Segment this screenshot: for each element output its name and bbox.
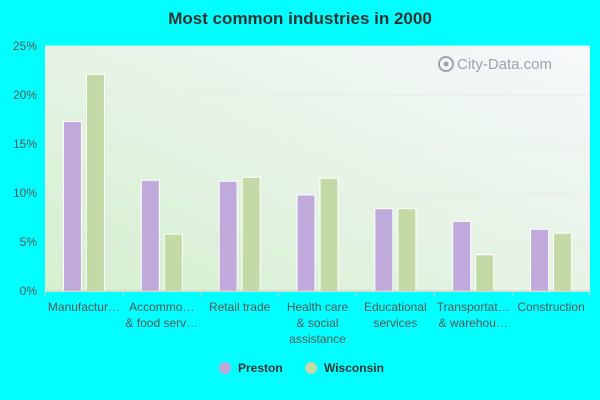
- gridlines: [45, 45, 590, 243]
- bar-preston-5[interactable]: [452, 220, 472, 292]
- bar-wisconsin-1[interactable]: [163, 233, 183, 292]
- x-category-label: Accommo…: [129, 300, 194, 314]
- bar-preston-6[interactable]: [530, 228, 550, 292]
- x-category-label: assistance: [289, 332, 346, 346]
- watermark-text: City-Data.com: [457, 56, 552, 73]
- y-tick-label: 5%: [20, 235, 38, 249]
- plot-area: [45, 46, 590, 292]
- bar-preston-3[interactable]: [296, 194, 316, 292]
- watermark: City-Data.com: [438, 56, 552, 73]
- bar-wisconsin-2[interactable]: [241, 176, 261, 292]
- y-tick-label: 10%: [13, 186, 37, 200]
- x-category-label: services: [373, 316, 417, 330]
- y-tick-label: 15%: [13, 137, 37, 151]
- watermark-logo-dot: [443, 61, 449, 67]
- y-tick-label: 0%: [20, 284, 38, 298]
- bar-preston-0[interactable]: [62, 120, 82, 292]
- x-category-label: Educational: [364, 300, 427, 314]
- watermark-logo-icon: [438, 56, 454, 72]
- chart-title: Most common industries in 2000: [168, 9, 432, 28]
- legend-swatch-wisconsin: [305, 362, 317, 374]
- bar-wisconsin-5[interactable]: [475, 254, 495, 292]
- bar-wisconsin-6[interactable]: [553, 232, 573, 292]
- x-category-label: Transportat…: [437, 300, 510, 314]
- y-axis-ticks: 0% 5% 10% 15% 20% 25%: [13, 39, 37, 298]
- x-category-label: & social: [296, 316, 338, 330]
- legend-label-wisconsin: Wisconsin: [324, 361, 384, 375]
- x-category-label: Manufactur…: [48, 300, 120, 314]
- bar-wisconsin-3[interactable]: [319, 177, 339, 292]
- legend: Preston Wisconsin: [219, 361, 384, 375]
- y-tick-label: 25%: [13, 39, 37, 53]
- x-category-label: Health care: [287, 300, 349, 314]
- y-tick-label: 20%: [13, 88, 37, 102]
- x-axis-category-labels: Manufactur… Accommo… & food serv… Retail tr…: [48, 300, 585, 346]
- bar-wisconsin-0[interactable]: [85, 73, 105, 292]
- bar-preston-4[interactable]: [374, 208, 394, 292]
- bar-preston-1[interactable]: [140, 179, 160, 292]
- bar-preston-2[interactable]: [218, 180, 238, 292]
- legend-label-preston: Preston: [238, 361, 283, 375]
- x-category-label: & food serv…: [125, 316, 198, 330]
- x-category-label: Construction: [517, 300, 584, 314]
- bar-wisconsin-4[interactable]: [397, 208, 417, 292]
- x-category-label: Retail trade: [209, 300, 271, 314]
- x-axis-ticks: [44, 291, 591, 296]
- x-category-label: & warehou…: [439, 316, 508, 330]
- legend-swatch-preston: [219, 362, 231, 374]
